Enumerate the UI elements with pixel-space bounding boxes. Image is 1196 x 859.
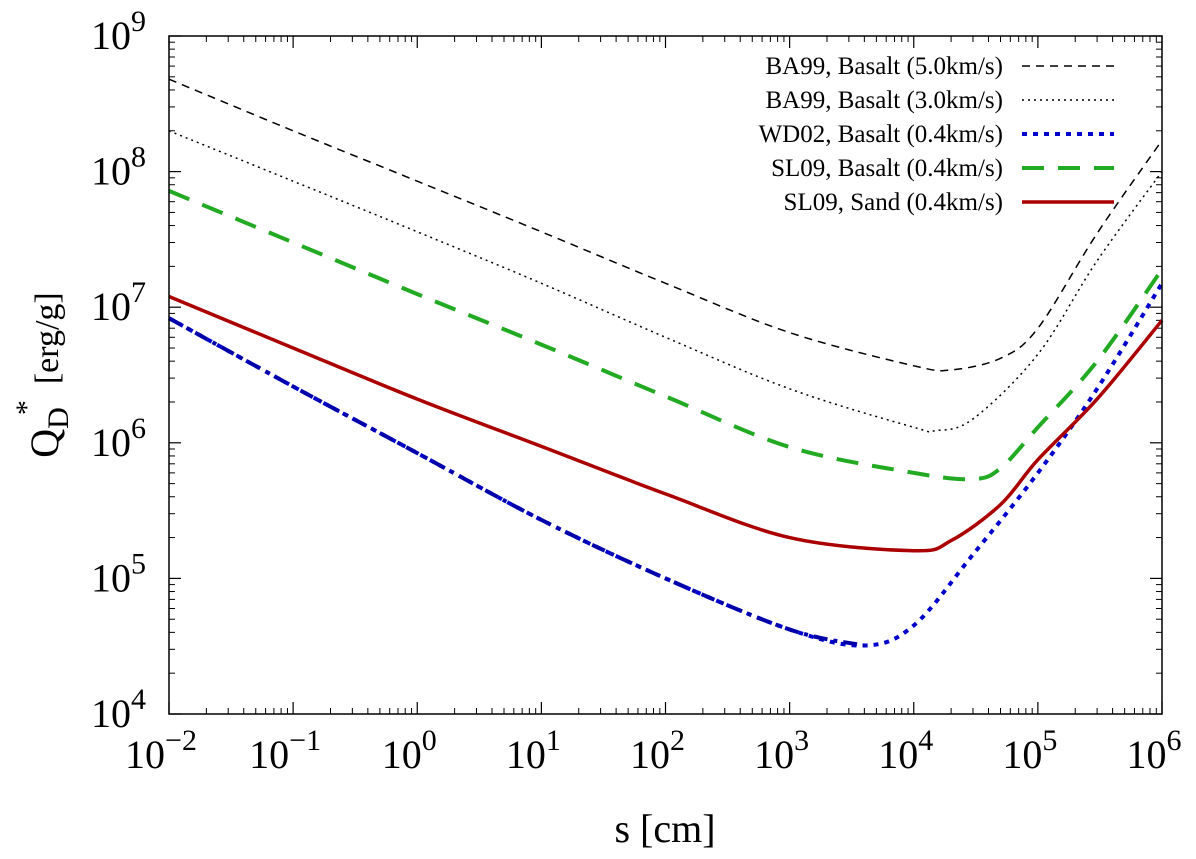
x-tick-label: 101 [506, 724, 561, 777]
x-tick-label: 100 [382, 724, 437, 777]
y-axis-label-base: Q [22, 429, 67, 458]
y-tick-label: 108 [91, 141, 146, 194]
legend-label-3: SL09, Basalt (0.4km/s) [771, 155, 1003, 182]
x-tick-labels: 10−2 10−1 100 101 102 103 104 105 106 [125, 724, 1181, 777]
series-line-3 [168, 189, 1164, 482]
x-tick-label: 10−1 [249, 724, 321, 777]
legend: BA99, Basalt (5.0km/s) BA99, Basalt (3.0k… [759, 53, 1114, 216]
x-axis-label: s [cm] [614, 806, 715, 851]
legend-label-1: BA99, Basalt (3.0km/s) [766, 87, 1004, 114]
svg-text:QD* [erg/g]: QD* [erg/g] [10, 292, 75, 457]
y-axis-label-superscript: * [10, 400, 43, 415]
y-tick-label: 106 [91, 412, 146, 465]
x-tick-label: 106 [1127, 724, 1182, 777]
y-axis-label: QD* [erg/g] [10, 292, 75, 457]
y-tick-label: 104 [91, 683, 146, 736]
y-tick-label: 107 [91, 276, 146, 329]
y-tick-label: 105 [91, 547, 146, 600]
y-tick-labels: 104 105 106 107 108 109 [91, 5, 146, 736]
series-line-5 [168, 316, 865, 648]
y-axis-label-unit: [erg/g] [29, 292, 66, 384]
legend-label-4: SL09, Sand (0.4km/s) [784, 189, 1003, 216]
legend-label-0: BA99, Basalt (5.0km/s) [766, 53, 1004, 80]
y-tick-label: 109 [91, 5, 146, 58]
series-line-1 [168, 130, 1163, 433]
y-axis-label-subscript: D [42, 407, 75, 429]
plot-frame [168, 35, 1163, 715]
series-line-2 [168, 282, 1164, 648]
series-line-0 [168, 78, 1163, 372]
x-tick-label: 105 [1002, 724, 1057, 777]
x-tick-label: 10−2 [125, 724, 197, 777]
axes-ticks [168, 35, 1163, 715]
x-tick-label: 103 [754, 724, 809, 777]
series-group [168, 78, 1164, 648]
x-tick-label: 104 [878, 724, 933, 777]
series-line-4 [168, 294, 1164, 553]
legend-label-2: WD02, Basalt (0.4km/s) [759, 121, 1003, 148]
x-tick-label: 102 [630, 724, 685, 777]
